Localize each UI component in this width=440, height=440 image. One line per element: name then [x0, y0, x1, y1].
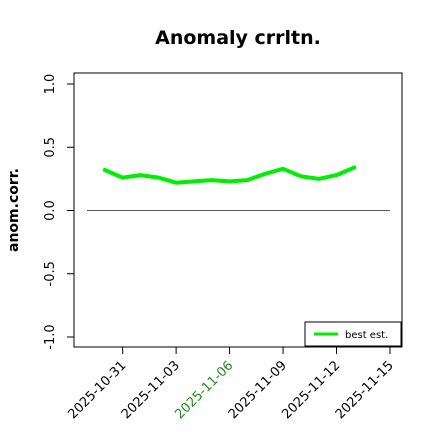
y-tick-label: -0.5	[43, 261, 58, 286]
y-tick-label: 1.0	[43, 74, 58, 95]
legend: best est.	[304, 321, 402, 347]
x-axis: 2025-10-312025-11-032025-11-062025-11-09…	[65, 347, 397, 422]
y-axis: -1.0 -0.5 0.0 0.5 1.0	[43, 74, 74, 350]
chart-title: Anomaly crrltn.	[155, 27, 321, 49]
x-tick-label: 2025-11-15	[333, 358, 397, 422]
series-line-best-estimate	[102, 165, 357, 185]
y-tick-label: 0.0	[43, 200, 58, 221]
plot-area	[87, 165, 390, 211]
y-axis-label: anom.corr.	[6, 168, 22, 252]
legend-label: best est.	[345, 330, 388, 341]
y-tick-label: -1.0	[43, 324, 58, 349]
y-tick-label: 0.5	[43, 137, 58, 158]
